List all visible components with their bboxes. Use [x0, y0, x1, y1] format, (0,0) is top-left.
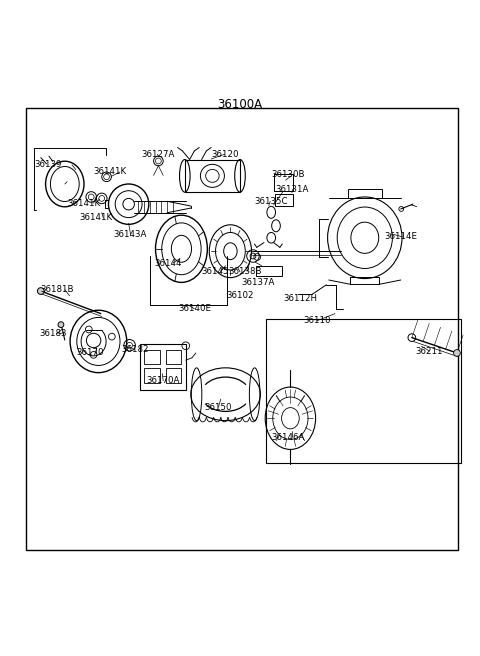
Bar	[185, 159, 240, 192]
Bar	[166, 350, 181, 364]
Text: 36102: 36102	[226, 291, 254, 300]
Text: 36141K: 36141K	[67, 199, 101, 208]
Bar	[140, 344, 186, 390]
Text: 36182: 36182	[121, 345, 149, 354]
Text: 36140E: 36140E	[178, 304, 211, 314]
Text: 36110: 36110	[303, 316, 331, 325]
Circle shape	[37, 288, 44, 295]
Bar	[350, 277, 379, 284]
Bar	[348, 190, 382, 198]
Text: 36170: 36170	[76, 348, 104, 358]
Bar	[144, 350, 160, 364]
Text: 36135C: 36135C	[254, 197, 288, 206]
Text: 36144: 36144	[154, 258, 182, 268]
Text: 36100A: 36100A	[217, 98, 263, 111]
Text: 36131A: 36131A	[275, 185, 309, 194]
Text: 36120: 36120	[212, 150, 240, 159]
Text: 36141K: 36141K	[94, 167, 127, 176]
Bar	[256, 266, 282, 276]
Bar	[144, 368, 160, 383]
Text: 36114E: 36114E	[384, 232, 417, 241]
Text: 36145: 36145	[201, 267, 229, 276]
Text: 36130B: 36130B	[271, 170, 305, 179]
Text: 36127A: 36127A	[142, 150, 175, 159]
Text: 36181B: 36181B	[41, 285, 74, 294]
Text: 36170A: 36170A	[146, 377, 180, 385]
Text: 36143A: 36143A	[113, 230, 146, 239]
Text: 36150: 36150	[204, 403, 232, 412]
Bar	[166, 368, 181, 383]
Text: 36138B: 36138B	[228, 267, 262, 276]
Bar	[275, 194, 293, 205]
Text: 36146A: 36146A	[271, 433, 305, 442]
Text: 36139: 36139	[34, 160, 62, 169]
Circle shape	[58, 321, 64, 327]
Text: 36141K: 36141K	[79, 213, 113, 222]
Bar	[266, 319, 461, 463]
Circle shape	[454, 350, 460, 356]
Text: 36137A: 36137A	[241, 278, 275, 287]
Text: 36211: 36211	[416, 346, 444, 356]
Text: 36112H: 36112H	[283, 294, 317, 302]
Text: 36183: 36183	[39, 329, 67, 338]
